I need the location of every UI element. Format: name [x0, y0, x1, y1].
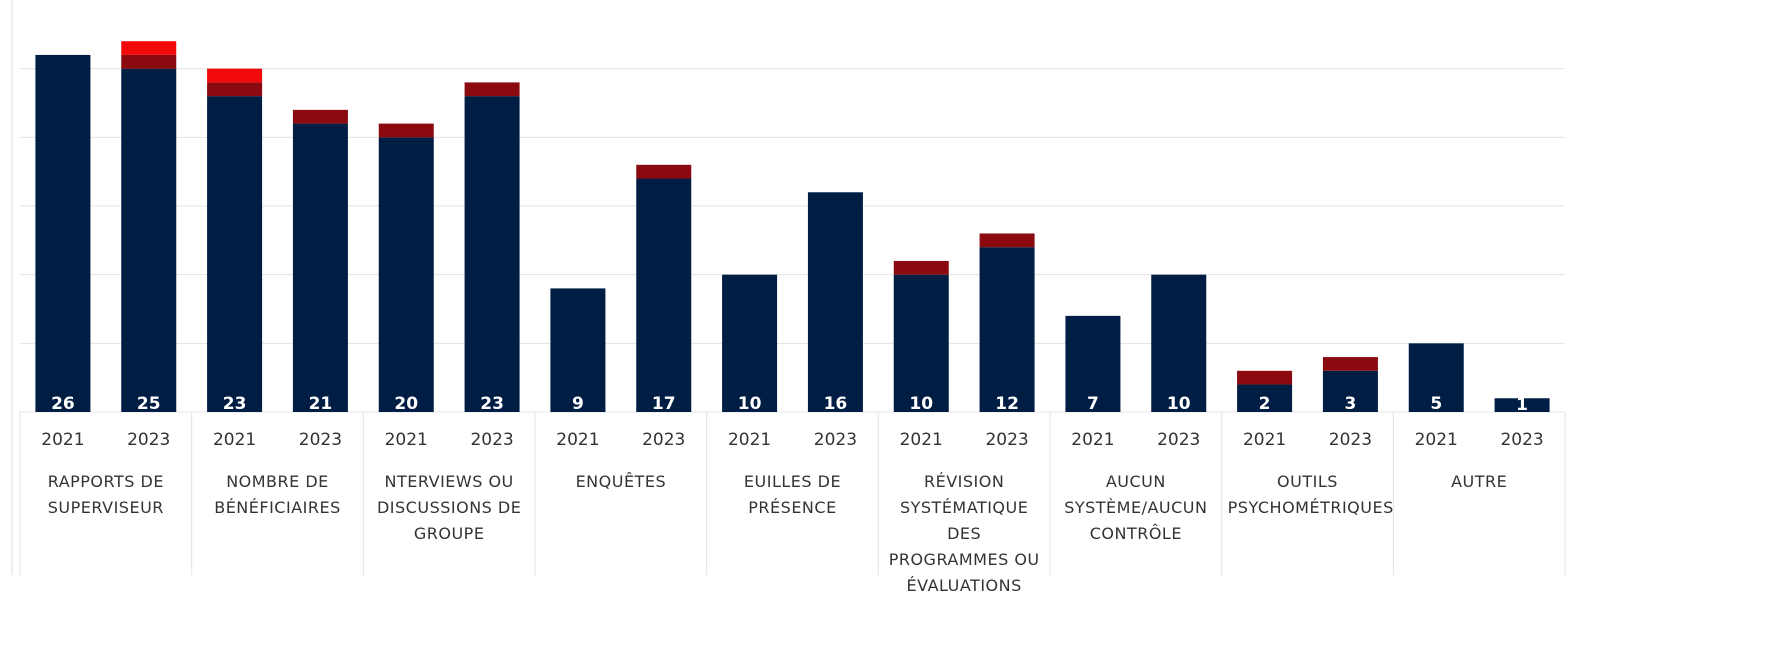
x-tick-label: 2023 — [814, 430, 857, 450]
value-label: 7 — [1087, 394, 1099, 414]
bar-segment — [979, 247, 1035, 412]
bar-segment — [121, 68, 177, 413]
group-label: ENQUÊTES — [575, 472, 667, 491]
value-label: 9 — [572, 394, 584, 414]
value-label: 1 — [1516, 395, 1528, 415]
bar-segment — [550, 288, 606, 412]
group-label: AUTRE — [1451, 472, 1508, 491]
x-tick-label: 2023 — [1500, 430, 1543, 450]
bar-segment — [636, 178, 692, 412]
x-tick-label: 2023 — [985, 430, 1028, 450]
bar-segment — [207, 82, 263, 97]
bar-segment — [292, 123, 348, 412]
x-tick-label: 2021 — [1243, 430, 1286, 450]
bar-segment — [807, 192, 863, 412]
x-tick-label: 2023 — [1329, 430, 1372, 450]
x-tick-label: 2021 — [728, 430, 771, 450]
group-label: AUCUN SYSTÈME/AUCUN CONTRÔLE — [1064, 472, 1208, 543]
x-tick-label: 2021 — [213, 430, 256, 450]
value-label: 5 — [1430, 394, 1442, 414]
value-label: 23 — [223, 394, 247, 414]
x-tick-label: 2023 — [127, 430, 170, 450]
bar-segment — [636, 164, 692, 179]
value-label: 26 — [51, 394, 75, 414]
value-label: 16 — [824, 394, 848, 414]
group-label: EUILLES DE PRÉSENCE — [743, 472, 842, 517]
bar-segment — [121, 41, 177, 55]
value-label: 20 — [394, 394, 418, 414]
bar-segment — [1151, 274, 1207, 412]
bar-segment — [292, 109, 348, 124]
value-label: 12 — [995, 394, 1019, 414]
group-label: NOMBRE DE BÉNÉFICIAIRES — [214, 472, 341, 517]
x-tick-label: 2021 — [41, 430, 84, 450]
bar-segment — [378, 137, 434, 413]
value-label: 23 — [480, 394, 504, 414]
bar-segment — [1408, 343, 1464, 412]
bar-segment — [1494, 398, 1550, 412]
x-tick-label: 2021 — [385, 430, 428, 450]
bar-segment — [207, 68, 263, 83]
bar-segment — [1065, 315, 1121, 412]
bar-segment — [722, 274, 778, 412]
bar-segment — [893, 274, 949, 412]
bar-segment — [979, 233, 1035, 248]
bar-segment — [207, 96, 263, 412]
bar-segment — [893, 260, 949, 275]
bar-segment — [464, 82, 520, 97]
bar-segment — [121, 54, 177, 69]
group-label: OUTILS PSYCHOMÉTRIQUES — [1227, 472, 1394, 517]
x-tick-label: 2023 — [642, 430, 685, 450]
value-label: 10 — [909, 394, 933, 414]
bar-segment — [1237, 370, 1293, 385]
bar-segment — [378, 123, 434, 138]
x-tick-label: 2023 — [470, 430, 513, 450]
x-tick-label: 2021 — [1415, 430, 1458, 450]
value-label: 2 — [1259, 394, 1271, 414]
bar-segment — [1237, 384, 1293, 412]
group-label: RAPPORTS DE SUPERVISEUR — [47, 472, 164, 517]
value-label: 3 — [1344, 394, 1356, 414]
bar-segment — [464, 96, 520, 412]
x-tick-label: 2023 — [299, 430, 342, 450]
x-tick-label: 2021 — [1071, 430, 1114, 450]
value-label: 10 — [738, 394, 762, 414]
group-label: NTERVIEWS OU DISCUSSIONS DE GROUPE — [376, 472, 522, 543]
group-label: RÉVISION SYSTÉMATIQUE DES PROGRAMMES OU … — [888, 472, 1040, 595]
x-tick-label: 2021 — [900, 430, 943, 450]
x-tick-label: 2023 — [1157, 430, 1200, 450]
bar-segment — [1322, 370, 1378, 412]
x-tick-label: 2021 — [556, 430, 599, 450]
value-label: 25 — [137, 394, 161, 414]
bar-segment — [35, 54, 91, 412]
value-label: 17 — [652, 394, 676, 414]
bar-segment — [1322, 357, 1378, 371]
value-label: 10 — [1167, 394, 1191, 414]
value-label: 21 — [309, 394, 333, 414]
